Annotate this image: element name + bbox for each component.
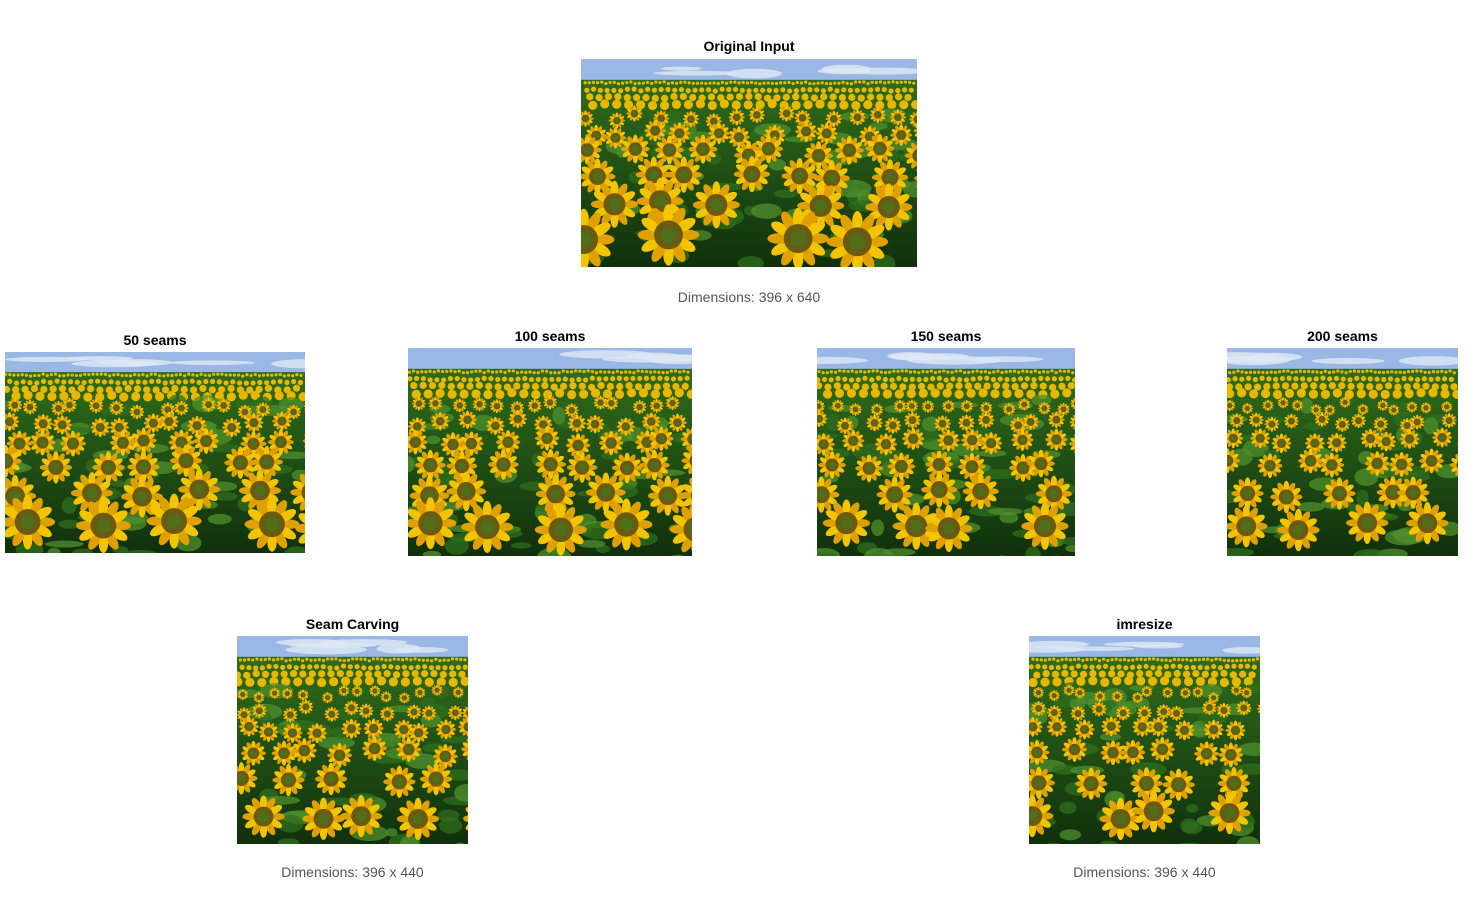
sunflower-field-image xyxy=(817,348,1075,556)
panel-seam-carving: Seam Carving Dimensions: 396 x 440 xyxy=(237,614,468,884)
panel-title: Original Input xyxy=(703,38,795,54)
dimensions-caption: Dimensions: 396 x 440 xyxy=(281,864,424,880)
sunflower-field-image xyxy=(408,348,692,556)
panel-title: imresize xyxy=(1116,616,1173,632)
sunflower-field-image xyxy=(237,636,468,844)
panel-title: Seam Carving xyxy=(305,616,400,632)
panel-imresize: imresize Dimensions: 396 x 440 xyxy=(1029,614,1260,884)
panel-seams-50: 50 seams xyxy=(5,330,305,553)
sunflower-field-image xyxy=(1029,636,1260,844)
dimensions-caption: Dimensions: 396 x 640 xyxy=(677,289,821,305)
sunflower-field-image xyxy=(5,352,305,553)
panel-title: 100 seams xyxy=(514,328,586,344)
panel-title: 50 seams xyxy=(123,332,187,348)
sunflower-field-image xyxy=(1227,348,1458,556)
panel-seams-200: 200 seams xyxy=(1227,326,1458,556)
dimensions-caption: Dimensions: 396 x 440 xyxy=(1073,864,1216,880)
panel-title: 150 seams xyxy=(910,328,982,344)
panel-original-input: Original Input Dimensions: 396 x 640 xyxy=(581,36,917,308)
panel-title: 200 seams xyxy=(1307,328,1378,344)
sunflower-field-image xyxy=(581,59,917,267)
panel-seams-150: 150 seams xyxy=(817,326,1075,556)
panel-seams-100: 100 seams xyxy=(408,326,692,556)
